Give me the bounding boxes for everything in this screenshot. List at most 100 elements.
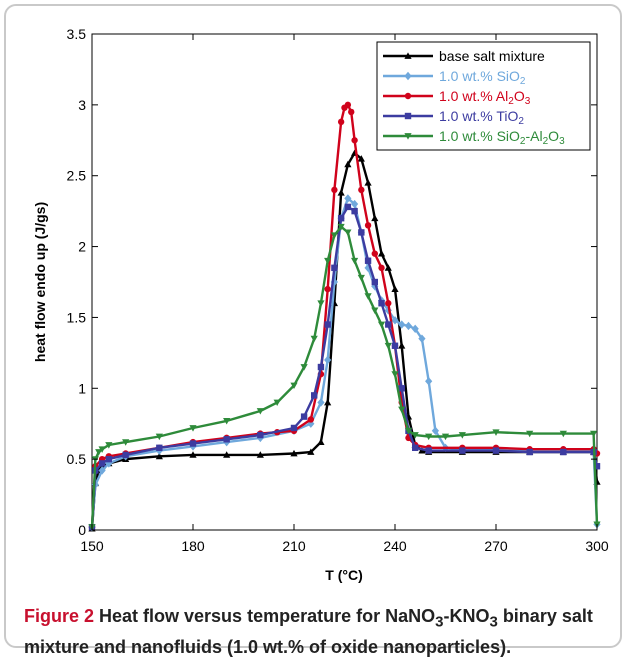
x-tick-label: 300: [585, 538, 609, 554]
data-point: [398, 320, 406, 329]
caption-text-c: binary salt mixture and nanofluids (1.0 …: [24, 606, 593, 657]
caption-text-b: -KNO: [443, 606, 490, 626]
data-point: [344, 160, 352, 168]
data-point: [351, 199, 359, 209]
y-tick-label: 0: [78, 522, 86, 538]
data-point: [324, 257, 332, 265]
caption-sub-b: 3: [489, 613, 498, 631]
data-point: [337, 189, 345, 196]
figure-caption: Figure 2 Heat flow versus temperature fo…: [24, 604, 614, 660]
data-point: [364, 293, 372, 300]
series-line-3: [90, 205, 599, 528]
legend-entry-0: base salt mixture: [439, 48, 545, 64]
data-point: [290, 449, 298, 457]
y-tick-label: 1: [78, 380, 86, 396]
data-point: [351, 257, 359, 265]
data-point: [105, 442, 113, 449]
y-axis-title: heat flow endo up (J/gs): [32, 202, 48, 362]
data-point: [290, 382, 298, 390]
x-tick-label: 150: [80, 538, 104, 554]
data-point: [337, 118, 345, 126]
data-point: [317, 398, 325, 407]
data-point: [122, 439, 130, 446]
data-point: [377, 250, 386, 257]
data-point: [357, 274, 365, 282]
axes-layer: 150 180 210 240 270 300 0 0.5 1 1.5 2 2.5 3 3.5: [67, 26, 609, 554]
y-tick-label: 2.5: [67, 168, 87, 184]
data-point: [358, 186, 365, 194]
data-point: [385, 321, 392, 328]
data-point: [398, 342, 406, 349]
data-point: [344, 229, 352, 236]
data-point: [590, 430, 598, 438]
data-point: [256, 408, 264, 415]
data-point: [337, 215, 345, 222]
data-point: [371, 250, 378, 257]
data-point: [273, 399, 281, 407]
x-tick-label: 210: [282, 538, 306, 554]
data-point: [330, 232, 338, 239]
data-point: [351, 207, 358, 215]
data-point: [344, 194, 352, 203]
data-point: [311, 392, 318, 399]
series-layer: [88, 101, 601, 532]
data-point: [223, 451, 231, 458]
series-line-2: [90, 103, 598, 528]
data-point: [98, 446, 106, 453]
data-point: [357, 155, 365, 162]
data-point: [492, 447, 500, 454]
data-point: [122, 451, 129, 459]
data-point: [307, 416, 315, 423]
data-point: [377, 321, 386, 329]
legend-swatch-marker: [404, 133, 412, 140]
data-point: [371, 214, 379, 222]
data-point: [331, 264, 338, 272]
data-point: [330, 277, 338, 287]
legend-entry-3: 1.0 wt.% TiO2: [439, 108, 524, 127]
data-point: [351, 137, 358, 144]
data-point: [155, 452, 163, 460]
y-tick-label: 3: [78, 97, 86, 113]
data-point: [300, 413, 308, 420]
caption-label: Figure 2: [24, 606, 95, 626]
data-point: [391, 285, 399, 292]
y-tick-label: 0.5: [67, 451, 87, 467]
data-point: [317, 363, 325, 371]
data-point: [324, 398, 332, 406]
data-point: [526, 448, 533, 456]
data-point: [425, 433, 433, 441]
legend-entry-4: 1.0 wt.% SiO2-Al2O3: [439, 128, 565, 147]
data-point: [371, 278, 378, 286]
data-point: [371, 307, 379, 314]
data-point: [384, 264, 392, 271]
data-point: [398, 406, 406, 414]
data-point: [300, 364, 308, 371]
data-point: [384, 342, 392, 350]
data-point: [458, 432, 466, 439]
data-point: [398, 385, 405, 392]
data-point: [425, 377, 433, 386]
data-point: [324, 355, 332, 365]
data-point: [559, 430, 567, 438]
legend-swatch-marker: [404, 52, 412, 59]
data-point: [364, 179, 372, 186]
data-point: [290, 424, 298, 432]
caption-text-a: Heat flow versus temperature for NaNO: [94, 606, 436, 626]
data-point: [358, 229, 365, 236]
data-point: [411, 432, 419, 439]
data-point: [223, 436, 230, 443]
x-tick-label: 180: [181, 538, 205, 554]
data-point: [560, 448, 567, 456]
data-point: [378, 300, 385, 307]
x-axis-title: T (°C): [325, 567, 362, 583]
data-point: [391, 371, 399, 378]
y-tick-label: 3.5: [67, 26, 87, 42]
x-tick-label: 270: [484, 538, 508, 554]
legend-entry-2: 1.0 wt.% Al2O3: [439, 88, 531, 107]
legend-swatch-marker: [404, 92, 412, 100]
data-point: [378, 264, 385, 272]
data-point: [492, 429, 500, 436]
data-point: [156, 444, 163, 452]
data-point: [307, 448, 315, 455]
data-point: [404, 321, 413, 331]
